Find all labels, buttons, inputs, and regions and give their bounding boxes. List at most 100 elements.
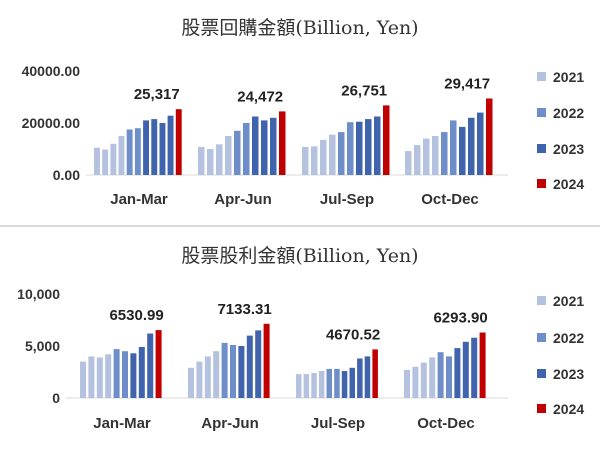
- bar-jan-mar-6: [143, 120, 149, 175]
- legend-label: 2022: [553, 105, 584, 121]
- data-label: 29,417: [444, 76, 490, 93]
- bar-jan-mar-2: [110, 143, 117, 175]
- bar-jul-sep-2: [311, 373, 317, 398]
- bar-apr-jun-8: [270, 117, 277, 175]
- bar-oct-dec-5: [450, 120, 457, 175]
- bar-apr-jun-3: [213, 351, 220, 398]
- bar-oct-dec-8: [477, 112, 484, 175]
- bar-oct-dec-5: [446, 356, 452, 398]
- bar-jul-sep-6: [341, 371, 348, 398]
- bar-oct-dec-3: [429, 357, 436, 398]
- bar-apr-jun-4: [234, 130, 241, 175]
- bar-oct-dec-6: [454, 348, 461, 398]
- bar-apr-jun-0: [198, 146, 205, 175]
- bar-jul-sep-2: [320, 139, 327, 175]
- y-tick-label: 40000.00: [22, 63, 81, 79]
- bar-apr-jun-9: [279, 111, 286, 175]
- bar-jan-mar-5: [134, 128, 141, 175]
- bar-jan-mar-10: [175, 109, 182, 175]
- legend-swatch: [537, 369, 546, 378]
- bar-oct-dec-8: [471, 337, 478, 398]
- category-label: Jan-Mar: [93, 415, 151, 432]
- bar-oct-dec-0: [405, 151, 412, 175]
- legend-label: 2022: [553, 330, 584, 346]
- bar-jul-sep-5: [347, 122, 354, 175]
- legend-swatch: [537, 333, 546, 342]
- bar-jul-sep-10: [372, 349, 378, 398]
- bar-jul-sep-8: [357, 358, 363, 398]
- bar-jul-sep-0: [296, 374, 302, 398]
- legend-swatch: [537, 72, 546, 81]
- bar-apr-jun-7: [246, 335, 253, 398]
- bar-jul-sep-8: [374, 116, 381, 175]
- bar-jan-mar-4: [126, 129, 133, 175]
- bar-jan-mar-7: [151, 119, 158, 175]
- legend-swatch: [537, 179, 546, 188]
- bar-jul-sep-7: [365, 119, 372, 175]
- data-label: 7133.31: [217, 301, 271, 318]
- bar-jan-mar-7: [138, 347, 145, 398]
- bar-jul-sep-0: [302, 146, 309, 175]
- legend-swatch: [537, 108, 546, 117]
- bar-apr-jun-3: [225, 136, 232, 175]
- bar-jan-mar-5: [122, 351, 128, 398]
- data-label: 4670.52: [326, 326, 380, 343]
- bar-oct-dec-9: [479, 332, 486, 398]
- bar-apr-jun-7: [261, 120, 268, 175]
- bar-jan-mar-1: [102, 149, 109, 175]
- bar-oct-dec-7: [462, 341, 469, 398]
- legend-swatch: [537, 144, 546, 153]
- bar-jan-mar-0: [94, 147, 100, 175]
- legend-swatch: [537, 404, 546, 413]
- bar-jul-sep-1: [303, 374, 310, 398]
- bar-jan-mar-1: [88, 356, 95, 398]
- category-label: Jul-Sep: [320, 191, 374, 208]
- bar-oct-dec-6: [459, 126, 466, 175]
- bar-jan-mar-3: [105, 354, 112, 398]
- legend-label: 2021: [553, 69, 584, 85]
- legend-label: 2024: [553, 401, 584, 417]
- bar-apr-jun-5: [243, 123, 250, 175]
- bar-oct-dec-1: [414, 145, 421, 175]
- y-tick-label: 0.00: [53, 167, 80, 183]
- stock-dividend-chart: 股票股利金額(Billion, Yen) 0 5,000 10,000 6530.99 J…: [17, 245, 584, 432]
- y-tick-label: 10,000: [17, 286, 60, 302]
- bar-apr-jun-6: [238, 346, 245, 398]
- y-tick-label: 5,000: [25, 338, 60, 354]
- bar-jan-mar-8: [159, 123, 166, 175]
- bar-oct-dec-1: [412, 366, 419, 398]
- bar-jul-sep-1: [311, 146, 318, 175]
- category-label: Jan-Mar: [110, 191, 168, 208]
- category-label: Jul-Sep: [311, 415, 365, 432]
- stock-buyback-chart-panel: 股票回購金額(Billion, Yen) 0.00 20000.00 40000.00…: [21, 17, 585, 208]
- legend-label: 2023: [553, 141, 584, 157]
- bar-jan-mar-9: [155, 330, 162, 398]
- bar-jan-mar-2: [96, 357, 103, 398]
- bar-jan-mar-8: [147, 333, 154, 398]
- category-label: Apr-Jun: [201, 415, 259, 432]
- data-label: 26,751: [341, 82, 387, 99]
- bar-apr-jun-8: [255, 330, 262, 398]
- data-label: 6530.99: [109, 307, 163, 324]
- legend-label: 2021: [553, 293, 584, 309]
- stock-buyback-chart: 股票回購金額(Billion, Yen) 0.00 20000.00 40000.00…: [22, 17, 585, 208]
- bar-oct-dec-2: [420, 362, 427, 398]
- bar-apr-jun-0: [188, 367, 194, 398]
- bar-jul-sep-3: [329, 134, 336, 175]
- y-tick-label: 0: [52, 390, 60, 406]
- bar-apr-jun-2: [216, 144, 223, 175]
- bar-oct-dec-2: [423, 138, 430, 175]
- chart-title: 股票回購金額(Billion, Yen): [181, 17, 418, 39]
- bar-apr-jun-6: [252, 116, 259, 175]
- bar-apr-jun-2: [204, 356, 211, 398]
- data-label: 24,472: [237, 88, 283, 105]
- bar-jul-sep-5: [334, 368, 340, 398]
- bar-oct-dec-7: [468, 117, 475, 175]
- bar-apr-jun-1: [196, 361, 203, 398]
- bar-jan-mar-4: [113, 349, 120, 398]
- bar-jul-sep-9: [364, 356, 371, 398]
- bar-apr-jun-4: [221, 342, 228, 398]
- legend-label: 2023: [553, 366, 584, 382]
- bar-jul-sep-4: [338, 132, 345, 175]
- chart-title: 股票股利金額(Billion, Yen): [181, 245, 418, 267]
